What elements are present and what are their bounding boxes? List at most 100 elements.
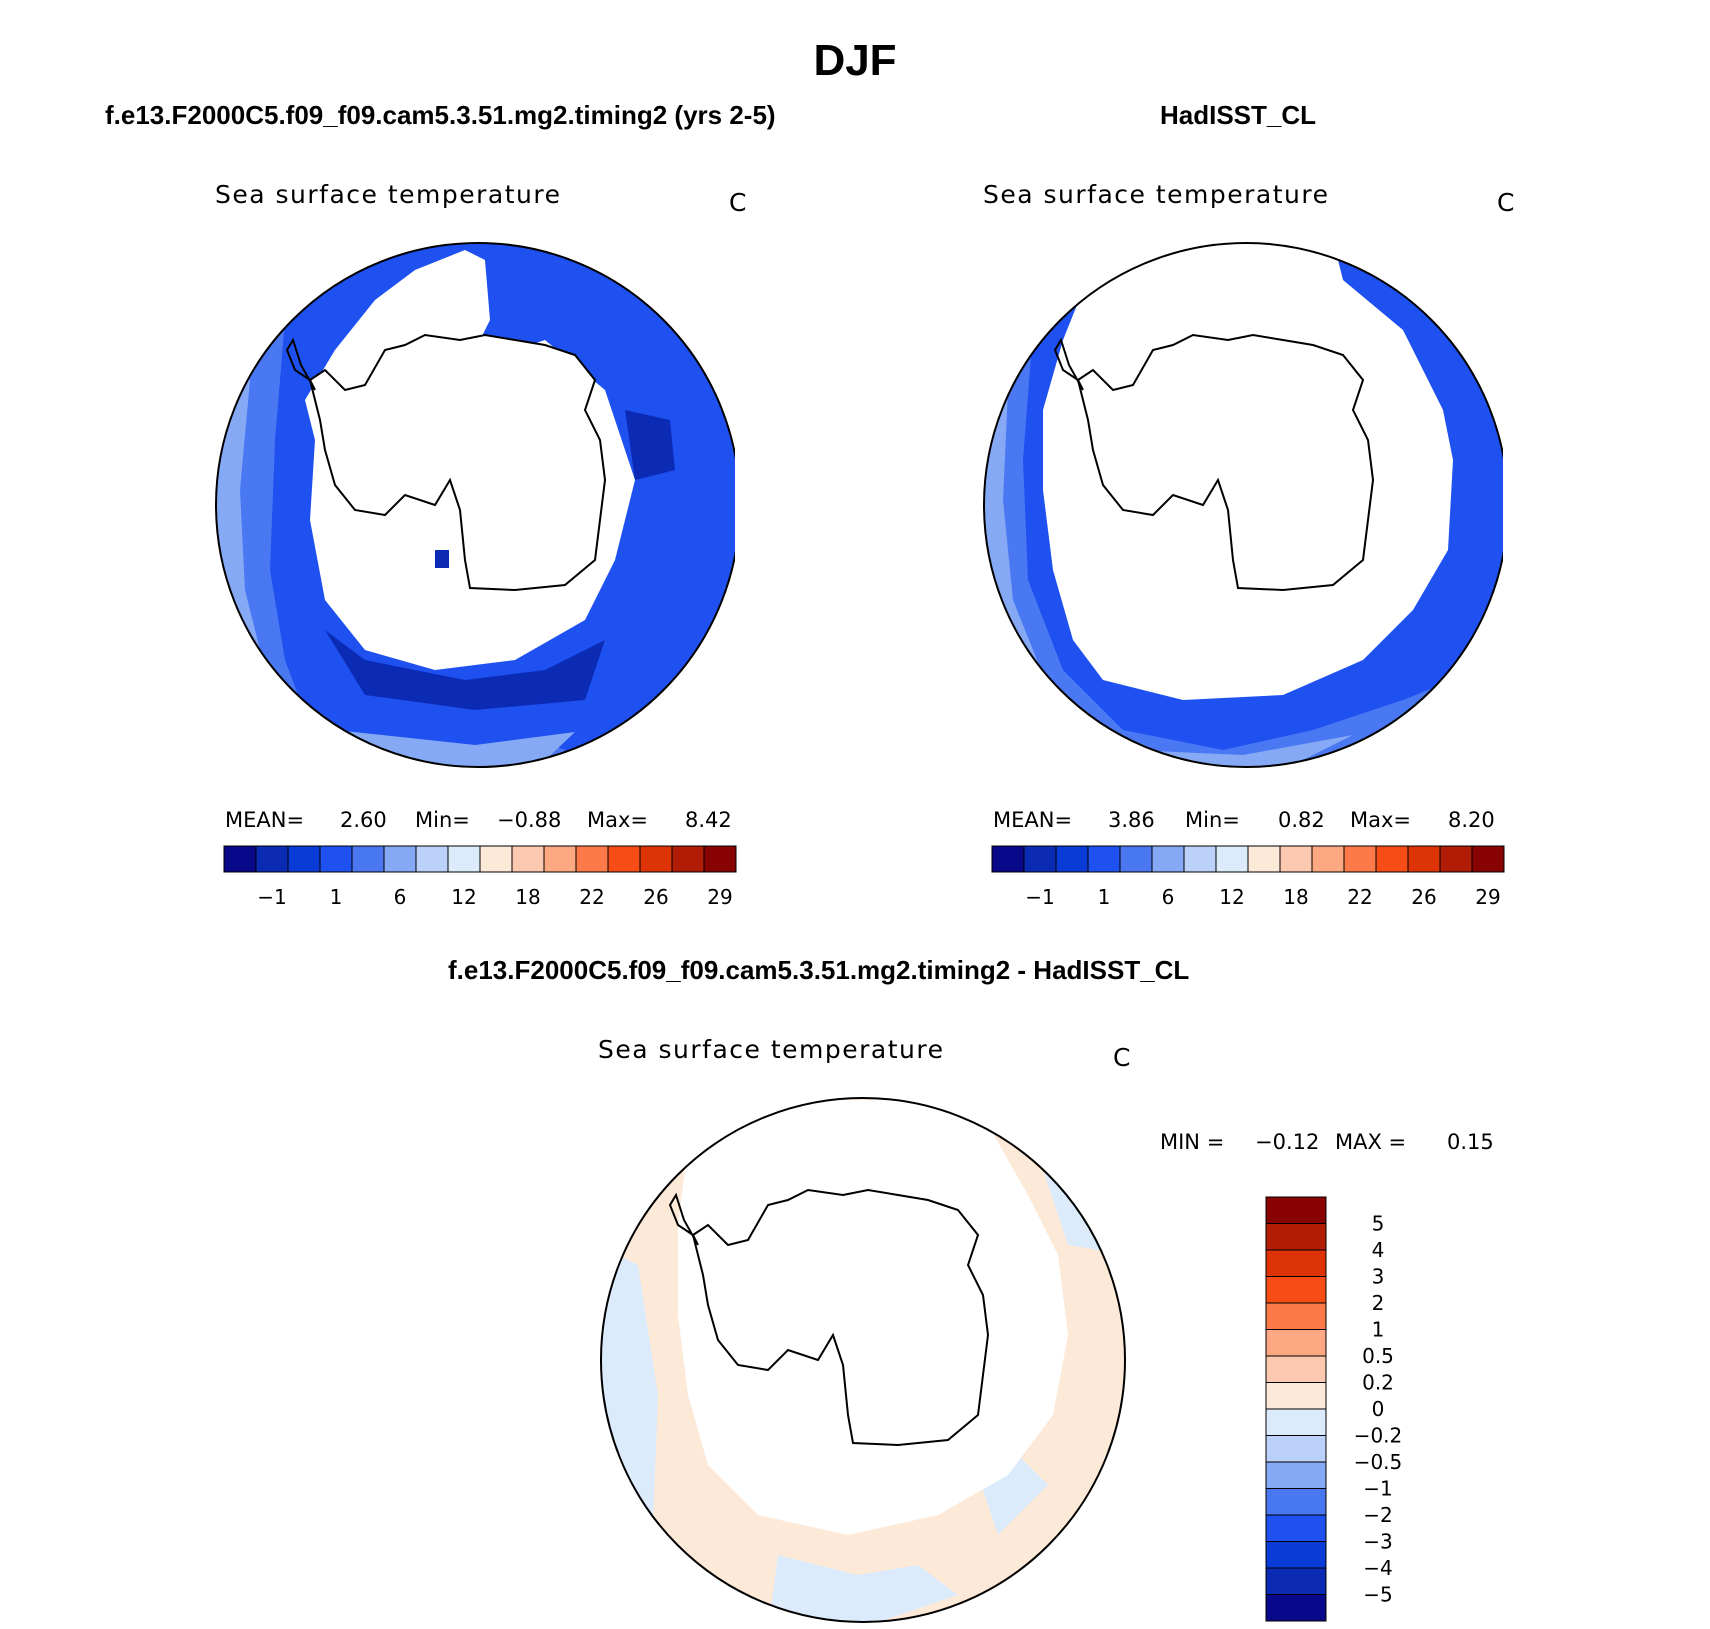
colorbar-tick-label: −1 — [257, 885, 286, 909]
model-antarctica-coastline — [308, 333, 607, 592]
colorbar-tick-label: 22 — [579, 885, 604, 909]
colorbar-swatch — [1055, 845, 1089, 873]
colorbar-tick-label: 29 — [707, 885, 732, 909]
colorbar-swatch — [671, 845, 705, 873]
colorbar-tick-label: 12 — [451, 885, 476, 909]
colorbar-swatch — [1311, 845, 1345, 873]
colorbar-tick-label: 4 — [1372, 1238, 1385, 1262]
colorbar-tick-label: 3 — [1372, 1265, 1385, 1289]
colorbar-swatch — [1407, 845, 1441, 873]
colorbar-tick-label: 6 — [1162, 885, 1175, 909]
colorbar-tick-label: −3 — [1363, 1530, 1392, 1554]
model-max-label: Max= — [587, 808, 649, 832]
colorbar-swatch — [1265, 1382, 1327, 1410]
colorbar-swatch — [1265, 1223, 1327, 1251]
colorbar-swatch — [1265, 1329, 1327, 1357]
model-sst-cold-band — [325, 630, 605, 710]
colorbar-tick-label: 18 — [1283, 885, 1308, 909]
colorbar-swatch — [1265, 1355, 1327, 1383]
colorbar-tick-label: 5 — [1372, 1212, 1385, 1236]
colorbar-tick-label: −0.2 — [1354, 1424, 1403, 1448]
colorbar-swatch — [1247, 845, 1281, 873]
obs-max-label: Max= — [1350, 808, 1412, 832]
obs-units-label: C — [1497, 188, 1515, 217]
obs-panel-title: HadISST_CL — [1160, 100, 1317, 130]
colorbar-swatch — [607, 845, 641, 873]
colorbar-swatch — [1265, 1302, 1327, 1330]
colorbar-swatch — [1265, 1594, 1327, 1622]
model-colorbar: −1 1 6 12 18 22 26 29 — [223, 845, 737, 909]
colorbar-swatch — [319, 845, 353, 873]
colorbar-swatch — [1151, 845, 1185, 873]
colorbar-tick-label: 6 — [394, 885, 407, 909]
colorbar-swatch — [1471, 845, 1505, 873]
obs-antarctica-coastline — [1076, 333, 1375, 592]
colorbar-tick-label: 12 — [1219, 885, 1244, 909]
colorbar-swatch — [1183, 845, 1217, 873]
diff-stats: MIN = −0.12 MAX = 0.15 — [1160, 1130, 1500, 1156]
diff-polar-map — [600, 1097, 1126, 1623]
obs-min-value: 0.82 — [1278, 808, 1325, 832]
colorbar-swatch — [1265, 1461, 1327, 1489]
colorbar-swatch — [1265, 1541, 1327, 1569]
colorbar-swatch — [1087, 845, 1121, 873]
obs-mean-label: MEAN= — [993, 808, 1073, 832]
obs-colorbar: −1 1 6 12 18 22 26 29 — [991, 845, 1505, 909]
model-units-label: C — [729, 188, 747, 217]
colorbar-tick-label: −1 — [1025, 885, 1054, 909]
colorbar-swatch — [479, 845, 513, 873]
colorbar-tick-label: 22 — [1347, 885, 1372, 909]
colorbar-swatch — [1215, 845, 1249, 873]
colorbar-swatch — [1265, 1488, 1327, 1516]
diff-units-label: C — [1113, 1043, 1131, 1072]
colorbar-tick-label: −5 — [1363, 1583, 1392, 1607]
colorbar-tick-label: −4 — [1363, 1556, 1392, 1580]
model-min-label: Min= — [415, 808, 470, 832]
colorbar-tick-label: 1 — [1098, 885, 1111, 909]
diff-max-value: 0.15 — [1447, 1130, 1494, 1154]
model-map-border — [215, 242, 735, 768]
colorbar-tick-label: 1 — [330, 885, 343, 909]
colorbar-swatch — [511, 845, 545, 873]
model-panel-title: f.e13.F2000C5.f09_f09.cam5.3.51.mg2.timi… — [105, 100, 776, 130]
model-polar-map — [215, 242, 735, 768]
colorbar-tick-label: 0 — [1372, 1397, 1385, 1421]
diff-min-value: −0.12 — [1255, 1130, 1320, 1154]
colorbar-swatch — [1265, 1567, 1327, 1595]
colorbar-swatch — [383, 845, 417, 873]
colorbar-tick-label: 29 — [1475, 885, 1500, 909]
figure-title: DJF — [813, 36, 897, 85]
diff-min-label: MIN = — [1160, 1130, 1225, 1154]
obs-max-value: 8.20 — [1448, 808, 1495, 832]
colorbar-swatch — [703, 845, 737, 873]
colorbar-swatch — [575, 845, 609, 873]
colorbar-swatch — [1265, 1435, 1327, 1463]
model-variable-label: Sea surface temperature — [215, 180, 562, 209]
colorbar-swatch — [1265, 1276, 1327, 1304]
obs-min-label: Min= — [1185, 808, 1240, 832]
obs-variable-label: Sea surface temperature — [983, 180, 1330, 209]
colorbar-tick-label: 1 — [1372, 1318, 1385, 1342]
obs-stats: MEAN= 3.86 Min= 0.82 Max= 8.20 — [993, 808, 1513, 834]
colorbar-swatch — [287, 845, 321, 873]
diff-variable-label: Sea surface temperature — [598, 1035, 945, 1064]
model-max-value: 8.42 — [685, 808, 732, 832]
diff-max-label: MAX = — [1335, 1130, 1407, 1154]
colorbar-swatch — [1265, 1408, 1327, 1436]
diff-panel-title: f.e13.F2000C5.f09_f09.cam5.3.51.mg2.timi… — [448, 955, 1190, 985]
model-min-value: −0.88 — [497, 808, 562, 832]
colorbar-tick-label: 0.2 — [1362, 1371, 1394, 1395]
obs-mean-value: 3.86 — [1108, 808, 1155, 832]
colorbar-tick-label: 0.5 — [1362, 1344, 1394, 1368]
colorbar-swatch — [543, 845, 577, 873]
colorbar-swatch — [1119, 845, 1153, 873]
colorbar-swatch — [1023, 845, 1057, 873]
model-mean-label: MEAN= — [225, 808, 305, 832]
colorbar-tick-label: 2 — [1372, 1291, 1385, 1315]
colorbar-swatch — [1375, 845, 1409, 873]
model-stats: MEAN= 2.60 Min= −0.88 Max= 8.42 — [225, 808, 745, 834]
colorbar-swatch — [1265, 1249, 1327, 1277]
colorbar-swatch — [351, 845, 385, 873]
diff-colorbar: 54 32 10.5 0.20 −0.2−0.5 −1−2 −3−4 −5 — [1265, 1196, 1403, 1622]
colorbar-swatch — [223, 845, 257, 873]
